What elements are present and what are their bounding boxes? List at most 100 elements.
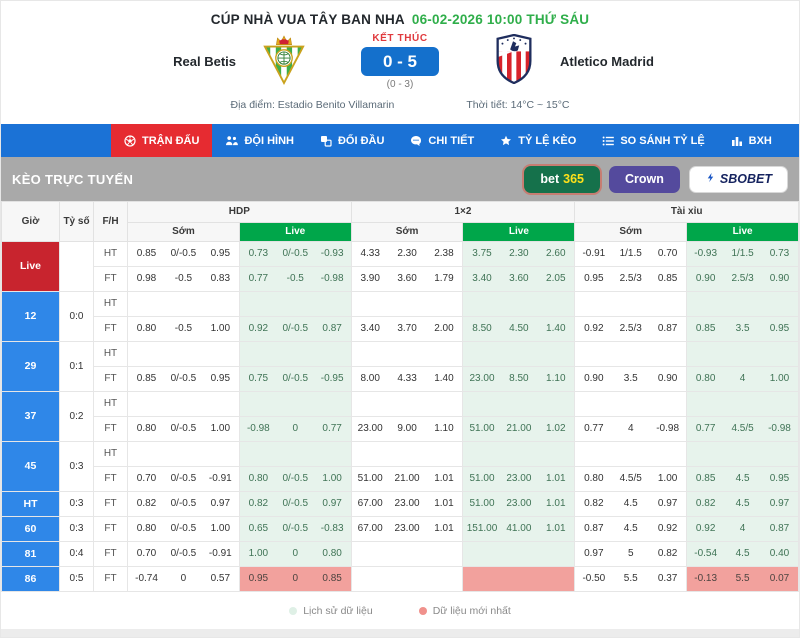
odds-cell: 0.95 2.5/3 0.85 xyxy=(574,265,688,292)
odds-value: 0 xyxy=(292,423,299,435)
tab-tran-dau[interactable]: TRẬN ĐẤU xyxy=(111,124,213,158)
odds-value: 21.00 xyxy=(506,423,532,435)
odds-value: 0.95 xyxy=(769,323,790,335)
bookmaker-buttons: bet 365 Crown SBOBET xyxy=(524,165,788,193)
odds-value: 0.85 xyxy=(322,573,342,585)
odds-value: 1.01 xyxy=(546,523,566,535)
odds-value: 4.33 xyxy=(360,248,380,260)
odds-value: 2.5/3 xyxy=(731,273,754,285)
odds-value: 2.60 xyxy=(546,248,566,260)
bookmaker-button-sbobet[interactable]: SBOBET xyxy=(688,165,788,193)
tab-bxh[interactable]: BXH xyxy=(718,124,785,157)
odds-cell xyxy=(238,390,352,417)
odds-cell: -0.74 0 0.57 xyxy=(127,565,240,592)
odds-value: 0.77 xyxy=(322,423,342,435)
live-odds-bar: KÈO TRỰC TUYẾN bet 365 Crown SBOBET xyxy=(1,157,799,201)
time-cell: Live xyxy=(1,240,60,292)
odds-value: 23.00 xyxy=(357,423,383,435)
odds-value: 0/-0.5 xyxy=(282,323,309,335)
tab-so-sanh-ty-le[interactable]: SO SÁNH TỶ LỆ xyxy=(589,124,717,157)
legend-dot-icon xyxy=(418,606,427,615)
period-cell: FT xyxy=(93,365,128,392)
odds-cell: 0.75 0/-0.5 -0.95 xyxy=(238,365,352,392)
score-cell: 0:4 xyxy=(59,540,94,567)
odds-cell: 0.97 5 0.82 xyxy=(574,540,688,567)
tab-doi-dau[interactable]: ĐỐI ĐẦU xyxy=(307,124,397,157)
odds-value: 2.38 xyxy=(434,248,454,260)
odds-value: 0.77 xyxy=(695,423,716,435)
odds-value: 4 xyxy=(627,423,634,435)
match-score: 0 - 5 xyxy=(361,46,439,76)
odds-value: 1.00 xyxy=(210,523,231,535)
odds-value: 3.90 xyxy=(360,273,380,285)
odds-cell xyxy=(686,290,799,317)
odds-value: 4.50 xyxy=(509,323,529,335)
odds-cell: -0.13 5.5 0.07 xyxy=(686,565,799,592)
table-legend: Lịch sử dữ liệu Dữ liệu mới nhất xyxy=(1,592,799,629)
odds-value: 3.60 xyxy=(397,273,417,285)
odds-cell: 0.92 0/-0.5 0.87 xyxy=(238,315,352,342)
legend-item: Dữ liệu mới nhất xyxy=(418,604,511,617)
odds-cell: 51.00 23.00 1.01 xyxy=(462,490,576,517)
odds-cell xyxy=(574,290,688,317)
odds-value: 4.33 xyxy=(397,373,417,385)
tab-doi-hinh[interactable]: ĐỘI HÌNH xyxy=(212,124,307,157)
odds-cell: 0.87 4.5 0.92 xyxy=(574,515,688,542)
odds-value: 8.50 xyxy=(509,373,529,385)
odds-value: 0.97 xyxy=(584,548,604,560)
legend-label: Dữ liệu mới nhất xyxy=(432,604,511,617)
score-cell: 0:2 xyxy=(59,390,94,442)
odds-cell: 0.82 4.5 0.97 xyxy=(574,490,688,517)
odds-table: Giờ Tỷ số F/H HDP 1×2 Tài xỉu Sớm Live S… xyxy=(1,200,799,592)
odds-value: 0.95 xyxy=(584,273,604,285)
odds-cell xyxy=(350,440,464,467)
bookmaker-button-bet365[interactable]: bet 365 xyxy=(524,165,601,193)
odds-cell xyxy=(462,340,576,367)
home-team-logo-icon xyxy=(262,33,306,90)
odds-value: 67.00 xyxy=(357,523,383,535)
odds-value: 3.5 xyxy=(623,373,638,385)
subcol-hdp-live: Live xyxy=(238,221,352,242)
tournament-name: CÚP NHÀ VUA TÂY BAN NHA xyxy=(210,12,405,27)
odds-cell: 0.65 0/-0.5 -0.83 xyxy=(238,515,352,542)
odds-value: -0.98 xyxy=(768,423,791,435)
odds-value: 0.85 xyxy=(695,473,716,485)
star-icon xyxy=(500,135,512,147)
odds-value: 0.87 xyxy=(657,323,678,335)
odds-value: 0.95 xyxy=(210,373,231,385)
odds-value: 0.87 xyxy=(769,523,790,535)
odds-value: 4 xyxy=(739,373,746,385)
odds-row: 29 0:1 HT xyxy=(1,340,799,392)
odds-value: -0.54 xyxy=(694,548,718,560)
odds-value: 0.65 xyxy=(248,523,269,535)
legend-label: Lịch sử dữ liệu xyxy=(303,604,373,617)
odds-value: 0.80 xyxy=(584,473,604,485)
match-datetime: 06-02-2026 10:00 THỨ SÁU xyxy=(411,12,590,27)
odds-cell xyxy=(574,390,688,417)
tab-ty-le-keo[interactable]: TỶ LỆ KÈO xyxy=(487,124,589,157)
odds-cell: 0.80 0/-0.5 1.00 xyxy=(127,515,240,542)
bookmaker-button-crown[interactable]: Crown xyxy=(609,165,680,193)
nav-tabs: TRẬN ĐẤU ĐỘI HÌNH ĐỐI ĐẦU CHI TIẾT TỶ LỆ KÈO… xyxy=(1,124,799,158)
odds-value: 1/1.5 xyxy=(731,248,754,260)
soccer-ball-icon xyxy=(124,135,136,147)
odds-row: FT 0.98 -0.5 0.83 0.77 -0.5 -0.98 3.90 3.60 1.79 3… xyxy=(2,265,799,292)
odds-value: 67.00 xyxy=(357,498,383,510)
tab-chi-tiet[interactable]: CHI TIẾT xyxy=(397,124,487,157)
odds-cell: 0.90 3.5 0.90 xyxy=(574,365,688,392)
odds-cell: 0.80 4 1.00 xyxy=(686,365,799,392)
odds-value: -0.91 xyxy=(208,473,232,485)
odds-cell: 0.80 0/-0.5 1.00 xyxy=(238,465,352,492)
odds-value: 1.10 xyxy=(434,423,454,435)
odds-value: 0/-0.5 xyxy=(170,248,197,260)
odds-value: 0.90 xyxy=(584,373,604,385)
odds-cell: 0.77 4 -0.98 xyxy=(574,415,688,442)
odds-value: 1.40 xyxy=(434,373,454,385)
period-cell: HT xyxy=(93,240,128,267)
odds-cell: 67.00 23.00 1.01 xyxy=(350,515,464,542)
odds-cell xyxy=(462,540,576,567)
odds-value: 0.82 xyxy=(248,498,269,510)
odds-cell: 0.82 0/-0.5 0.97 xyxy=(127,490,240,517)
odds-cell: 0.92 4 0.87 xyxy=(686,515,799,542)
